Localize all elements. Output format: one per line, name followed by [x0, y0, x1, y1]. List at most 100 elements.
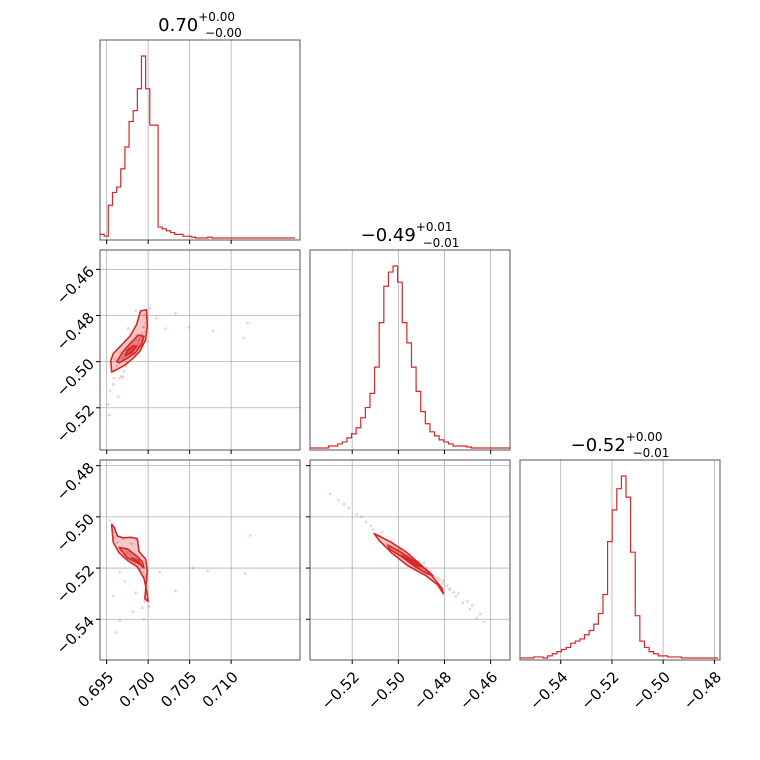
- sample-point-1-0-1: [108, 389, 112, 393]
- sample-point-1-0-33: [174, 311, 177, 315]
- sample-point-2-0-39: [142, 617, 146, 621]
- sample-point-2-1-24: [380, 530, 384, 534]
- sample-point-1-0-3: [118, 376, 122, 380]
- hist-title-0-lower: −0.00: [205, 26, 242, 40]
- xtick-label-0-2: 0.705: [157, 668, 200, 711]
- xtick-label-0-1: 0.700: [116, 668, 159, 711]
- sample-point-1-0-2: [112, 376, 116, 380]
- sample-point-1-0-31: [155, 316, 158, 320]
- xtick-label-0-3: 0.710: [199, 668, 242, 711]
- ytick-label-2-3: −0.48: [53, 459, 98, 504]
- sample-point-1-0-28: [113, 357, 117, 361]
- sample-point-2-1-21: [482, 620, 486, 624]
- panel-frame-2-0: [99, 459, 301, 661]
- ytick-label-2-0: −0.54: [53, 613, 98, 658]
- xtick-label-1-2: −0.48: [410, 668, 455, 713]
- sample-point-2-0-35: [248, 534, 252, 537]
- sample-point-1-0-0: [106, 402, 110, 406]
- sample-point-2-0-34: [206, 569, 210, 573]
- sample-point-2-1-39: [478, 612, 482, 616]
- sample-point-2-0-36: [243, 572, 247, 575]
- hist-title-0-upper: +0.00: [198, 10, 235, 24]
- xtick-label-0-0: 0.695: [74, 668, 117, 711]
- sample-point-1-0-38: [111, 382, 115, 386]
- contour-2-0-2: [130, 557, 144, 568]
- xtick-label-1-3: −0.46: [456, 668, 501, 713]
- sample-point-1-0-34: [187, 325, 191, 329]
- sample-point-1-0-48: [136, 339, 140, 342]
- sample-point-1-0-22: [124, 360, 128, 364]
- sample-point-1-0-49: [143, 330, 147, 334]
- ytick-label-1-0: −0.52: [53, 401, 98, 446]
- hist-title-2-upper: +0.00: [626, 430, 663, 444]
- sample-point-2-1-1: [336, 498, 340, 502]
- ytick-label-1-1: −0.50: [53, 355, 98, 400]
- sample-point-1-0-14: [137, 342, 141, 346]
- hist-title-2-lower: −0.01: [633, 446, 670, 460]
- sample-point-2-1-15: [440, 582, 444, 585]
- sample-point-1-0-30: [148, 306, 152, 310]
- sample-point-1-0-41: [126, 327, 130, 330]
- contour-2-1-2: [401, 554, 422, 568]
- xtick-label-1-0: −0.52: [318, 668, 363, 713]
- ytick-label-1-3: −0.46: [53, 263, 98, 308]
- sample-point-2-0-2: [113, 536, 117, 539]
- sample-point-1-0-15: [138, 338, 142, 341]
- sample-point-1-0-5: [121, 375, 125, 379]
- xtick-label-1-1: −0.50: [364, 668, 409, 713]
- sample-point-2-1-16: [447, 588, 451, 592]
- sample-point-2-1-28: [438, 578, 442, 581]
- panel-frame-2-2: [519, 459, 721, 661]
- sample-point-1-0-29: [141, 325, 145, 329]
- sample-point-2-1-30: [456, 592, 460, 596]
- sample-point-2-0-22: [125, 551, 129, 555]
- hist-title-1: −0.49+0.01 −0.01: [361, 220, 460, 250]
- sample-point-2-1-3: [355, 512, 359, 516]
- panel-frame-1-0: [99, 249, 301, 451]
- sample-point-2-0-18: [140, 606, 144, 610]
- sample-point-1-0-18: [142, 325, 146, 329]
- sample-point-2-0-12: [141, 571, 145, 574]
- hist-title-0-value: 0.70: [158, 15, 198, 36]
- sample-point-2-0-29: [131, 610, 135, 613]
- sample-point-1-0-40: [107, 413, 111, 417]
- sample-point-2-1-31: [466, 599, 469, 603]
- sample-point-2-1-0: [328, 492, 332, 496]
- sample-point-2-1-29: [445, 584, 449, 588]
- sample-point-2-1-37: [470, 603, 474, 607]
- sample-point-2-0-26: [123, 579, 127, 583]
- sample-point-2-0-20: [130, 542, 133, 546]
- sample-point-1-0-23: [136, 344, 140, 347]
- panel-frame-2-1: [309, 459, 511, 661]
- contour-1-0-2: [124, 344, 138, 357]
- sample-point-2-0-30: [114, 631, 118, 634]
- sample-point-2-1-4: [364, 520, 368, 524]
- grid-layer: [100, 40, 715, 660]
- sample-point-1-0-37: [242, 336, 245, 340]
- sample-point-2-0-31: [158, 570, 162, 574]
- histogram-layer: [100, 55, 719, 659]
- sample-point-1-0-42: [134, 309, 138, 313]
- sample-point-2-1-38: [342, 502, 346, 506]
- ytick-label-2-2: −0.50: [53, 510, 98, 555]
- sample-point-1-0-39: [116, 395, 120, 398]
- sample-point-2-0-25: [118, 570, 122, 574]
- contour-layer: [109, 308, 445, 603]
- sample-point-2-0-0: [108, 519, 112, 522]
- scatter-layer: [106, 306, 486, 634]
- sample-point-1-0-32: [164, 327, 167, 331]
- sample-point-2-0-38: [134, 591, 138, 595]
- sample-point-1-0-17: [140, 332, 144, 335]
- sample-point-2-1-27: [422, 561, 426, 565]
- hist-title-1-upper: +0.01: [416, 220, 453, 234]
- xtick-label-2-2: −0.50: [629, 668, 674, 713]
- hist-title-2-value: −0.52: [571, 435, 626, 456]
- sample-point-2-0-11: [139, 567, 143, 571]
- xtick-label-2-0: −0.54: [526, 668, 571, 713]
- sample-point-2-0-27: [111, 594, 115, 598]
- hist-title-0: 0.70+0.00 −0.00: [158, 10, 242, 40]
- histogram-1: [310, 265, 510, 449]
- sample-point-1-0-36: [246, 321, 250, 325]
